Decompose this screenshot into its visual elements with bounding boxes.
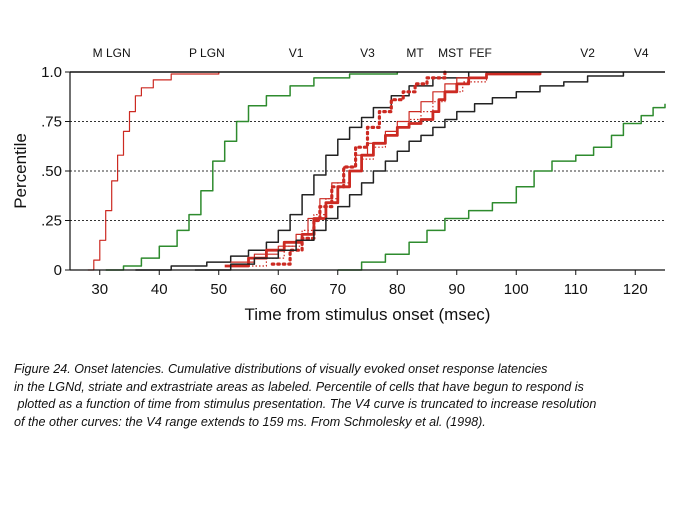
y-tick-label: .75	[41, 114, 62, 131]
axis-ticks: 30 40 50 60 70 80 90 100 110 120 0 .25 .50 .75 1.0	[41, 64, 648, 298]
series-line-v3	[270, 70, 447, 266]
x-tick-label: 100	[504, 281, 529, 298]
x-tick-label: 70	[329, 281, 346, 298]
series-line-fef	[224, 72, 542, 268]
latency-chart: 30 40 50 60 70 80 90 100 110 120 0 .25 .50 .75 1.0 M L…	[11, 46, 666, 324]
grid-lines	[70, 121, 665, 221]
y-tick-label: .25	[41, 213, 62, 230]
x-tick-label: 30	[91, 281, 108, 298]
series-label: M LGN	[93, 46, 131, 60]
series-label: V4	[634, 46, 649, 60]
x-tick-label: 120	[623, 281, 648, 298]
series-labels: M LGN P LGN V1 V3 MT MST FEF V2 V4	[93, 46, 649, 60]
series-label: FEF	[469, 46, 492, 60]
series-label: MT	[406, 46, 424, 60]
caption-line: of the other curves: the V4 range extend…	[14, 414, 486, 429]
series-label: MST	[438, 46, 464, 60]
x-tick-label: 90	[448, 281, 465, 298]
x-tick-label: 80	[389, 281, 406, 298]
x-tick-label: 50	[210, 281, 227, 298]
x-tick-label: 110	[564, 281, 588, 298]
series-line-mst	[248, 72, 488, 267]
figure-caption: Figure 24. Onset latencies. Cumulative d…	[14, 361, 694, 431]
series-line-v4	[337, 103, 666, 271]
series-line-p-lgn	[105, 72, 399, 271]
series-line-v2	[194, 72, 625, 271]
series-label: V1	[289, 46, 304, 60]
y-axis-label: Percentile	[11, 133, 30, 209]
x-tick-label: 40	[151, 281, 168, 298]
series-label: V2	[580, 46, 595, 60]
series-line-m-lgn	[87, 72, 220, 271]
caption-line: plotted as a function of time from stimu…	[14, 397, 597, 411]
x-axis-label: Time from stimulus onset (msec)	[245, 305, 491, 324]
caption-line: Figure 24. Onset latencies. Cumulative d…	[14, 362, 548, 376]
series-label: P LGN	[189, 46, 225, 60]
y-tick-label: .50	[41, 163, 62, 180]
series-lines	[87, 70, 666, 271]
series-line-v1	[135, 72, 470, 271]
x-tick-label: 60	[270, 281, 287, 298]
y-tick-label: 0	[54, 262, 62, 279]
series-line-mt	[230, 72, 488, 263]
caption-line: in the LGNd, striate and extrastriate ar…	[14, 379, 584, 394]
y-tick-label: 1.0	[41, 64, 62, 81]
series-label: V3	[360, 46, 375, 60]
